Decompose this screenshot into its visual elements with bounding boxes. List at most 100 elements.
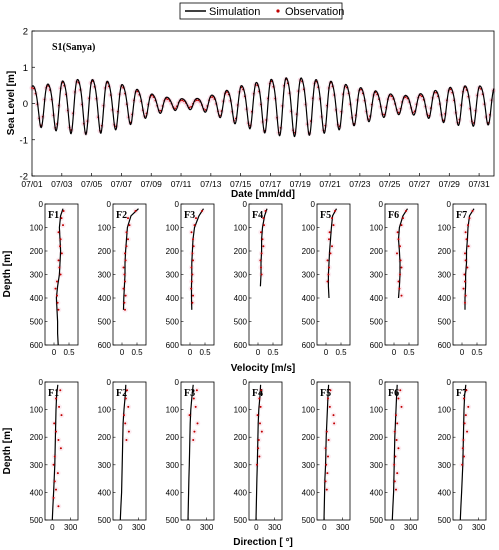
observation-point — [192, 238, 194, 241]
observation-point — [31, 86, 33, 89]
observation-point — [190, 266, 193, 269]
y-tick-label: 100 — [98, 406, 112, 415]
profile-station-label: F6 — [388, 388, 399, 399]
observation-point — [464, 259, 467, 262]
observation-point — [396, 252, 398, 255]
observation-point — [58, 405, 61, 408]
observation-point — [260, 266, 262, 269]
simulation-profile-line — [391, 384, 398, 521]
observation-point — [332, 224, 335, 227]
y-tick-label: 500 — [166, 516, 180, 525]
observation-point — [334, 210, 336, 213]
profile-axes-frame — [452, 381, 487, 521]
observation-point — [191, 301, 194, 304]
y-tick-label: 200 — [234, 433, 248, 442]
profile-station-label: F4 — [252, 210, 263, 221]
observation-point — [461, 447, 464, 450]
profile-axes-frame — [248, 381, 283, 521]
profile-station-label: F7 — [456, 210, 467, 221]
observation-point — [399, 245, 401, 248]
x-tick-label: 07/23 — [349, 179, 371, 189]
observation-point — [134, 210, 137, 213]
observation-point — [59, 389, 62, 392]
observation-point — [193, 430, 196, 433]
y-tick-label: 0 — [39, 378, 44, 387]
y-tick-label: 0 — [447, 378, 452, 387]
y-tick-label: 600 — [166, 341, 180, 350]
observation-point — [326, 472, 329, 475]
observation-point — [190, 231, 193, 234]
observation-point — [399, 389, 402, 392]
y-tick-label: 400 — [234, 294, 248, 303]
legend: Simulation Observation — [179, 2, 344, 20]
y-tick-label: 500 — [166, 318, 180, 327]
observation-point — [195, 389, 198, 392]
observation-point — [59, 238, 62, 241]
observation-point — [57, 259, 60, 262]
observation-point — [191, 273, 194, 276]
x-tick-label: 07/31 — [468, 179, 490, 189]
y-tick-label: 600 — [234, 341, 248, 350]
y-tick-label: 400 — [370, 488, 384, 497]
y-tick-label: 500 — [302, 318, 316, 327]
x-tick-label: 0 — [254, 523, 259, 532]
x-tick-label: 0 — [392, 348, 397, 357]
x-tick-label: 300 — [200, 523, 214, 532]
observation-point — [325, 430, 328, 433]
x-tick-label: 07/17 — [260, 179, 282, 189]
observation-point — [191, 252, 194, 255]
y-tick-label: 400 — [438, 488, 452, 497]
observation-point — [462, 287, 465, 290]
x-tick-label: 0.5 — [131, 348, 143, 357]
y-tick-label: 400 — [30, 488, 44, 497]
observation-point — [396, 422, 399, 425]
observation-point — [211, 96, 214, 98]
profile-panel-f3: F3 0 100 200 300 400 500 600 0 0.5 — [166, 200, 215, 357]
observation-point — [128, 224, 131, 227]
observation-point — [402, 217, 404, 220]
y-tick-label: 0 — [175, 378, 180, 387]
profile-station-label: F6 — [388, 210, 399, 221]
y-tick-label: 500 — [234, 516, 248, 525]
observation-point — [327, 397, 329, 400]
observation-point — [124, 397, 127, 400]
x-tick-label: 0 — [390, 523, 395, 532]
observation-point — [398, 287, 401, 290]
observation-point — [327, 438, 330, 441]
x-tick-label: 07/25 — [379, 179, 401, 189]
observation-point — [465, 389, 468, 392]
profile-panel-f6: F6 0 100 200 300 400 500 0 300 — [370, 378, 419, 532]
profile-station-label: F4 — [252, 388, 263, 399]
observation-point — [204, 108, 207, 111]
observation-point — [55, 397, 57, 400]
observation-point — [259, 422, 261, 425]
y-tick-label: 400 — [234, 488, 248, 497]
observation-point — [258, 397, 261, 400]
observation-point — [326, 280, 329, 283]
y-tick-label: 400 — [166, 294, 180, 303]
y-tick-label: 500 — [302, 516, 316, 525]
profile-station-label: F5 — [320, 210, 331, 221]
observation-point — [53, 422, 56, 425]
y-tick-label: 0 — [379, 200, 384, 209]
y-tick-label: 200 — [438, 433, 452, 442]
profile-station-label: F2 — [116, 210, 127, 221]
profile-station-label: F3 — [184, 210, 195, 221]
profile-panel-f3: F3 0 100 200 300 400 500 0 300 — [166, 378, 215, 532]
observation-point — [331, 217, 333, 220]
observation-point — [463, 397, 465, 400]
observation-point — [122, 266, 125, 269]
y-tick-label: 500 — [370, 318, 384, 327]
x-tick-label: 0.5 — [471, 348, 483, 357]
profile-panel-f1: F1 0 100 200 300 400 500 600 0 0.5 — [30, 200, 79, 357]
y-tick-label: 300 — [234, 461, 248, 470]
x-tick-label: 300 — [64, 523, 78, 532]
y-tick-label: 400 — [302, 488, 316, 497]
profile-station-label: F1 — [48, 210, 59, 221]
simulation-profile-line — [327, 208, 338, 299]
profile-axes-frame — [384, 381, 419, 521]
observation-point — [325, 488, 328, 491]
observation-point — [328, 266, 330, 269]
y-tick-label: 1 — [23, 63, 28, 74]
observation-point — [399, 273, 401, 276]
